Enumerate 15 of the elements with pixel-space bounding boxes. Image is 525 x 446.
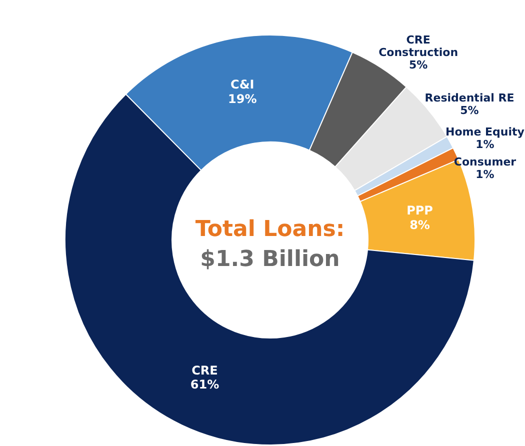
- slice-label: PPP: [406, 204, 434, 218]
- slice-label: CRE Construction: [378, 34, 458, 59]
- slice-label: Residential RE: [424, 91, 514, 104]
- text: $1.3 Billion: [200, 247, 340, 272]
- data-label: 5%: [409, 58, 428, 72]
- text: Total Loans:: [195, 217, 345, 242]
- data-label: 8%: [410, 218, 430, 232]
- data-label: 19%: [228, 92, 257, 106]
- data-label: 61%: [190, 378, 220, 392]
- data-label: 1%: [476, 168, 494, 182]
- data-label: 1%: [476, 138, 494, 152]
- slice-label: Home Equity: [446, 126, 524, 139]
- data-label: 5%: [460, 104, 479, 117]
- slice-label: CRE: [192, 363, 218, 378]
- slice-label: C&I: [230, 78, 254, 92]
